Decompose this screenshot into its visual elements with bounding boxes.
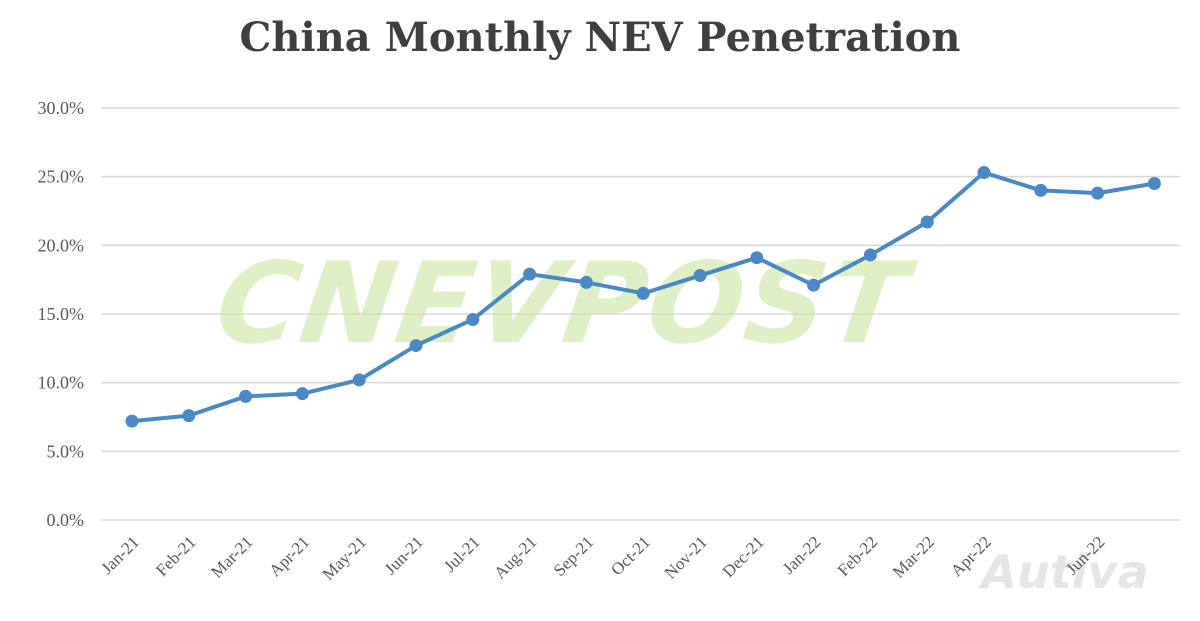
cnevpost-watermark: CNEVPOST xyxy=(208,239,922,369)
data-point xyxy=(295,387,309,401)
x-tick-label: May-21 xyxy=(319,532,370,583)
data-point xyxy=(863,248,877,262)
x-tick-label: Oct-21 xyxy=(607,532,654,579)
x-tick-label: Feb-22 xyxy=(834,532,881,579)
data-point xyxy=(636,286,650,300)
x-tick-label: Jul-21 xyxy=(440,532,483,575)
data-point xyxy=(523,267,537,281)
y-tick-label: 25.0% xyxy=(38,167,85,187)
data-point xyxy=(352,373,366,387)
x-tick-label: Sep-21 xyxy=(550,532,597,579)
x-axis-ticks: Jan-21 Feb-21 Mar-21 Apr-21 May-21 Jun-21 Jul-… xyxy=(97,532,1108,583)
y-tick-label: 5.0% xyxy=(47,441,85,461)
data-point xyxy=(182,409,196,423)
data-point xyxy=(579,275,593,289)
data-point xyxy=(920,215,934,229)
chart-title: China Monthly NEV Penetration xyxy=(239,14,961,61)
x-tick-label: Jan-22 xyxy=(779,532,824,577)
y-axis-ticks: 0.0% 5.0% 10.0% 15.0% 20.0% 25.0% 30.0% xyxy=(38,98,85,530)
data-point xyxy=(1091,186,1105,200)
series-points xyxy=(125,166,1161,428)
x-tick-label: Dec-21 xyxy=(719,532,768,581)
data-point xyxy=(466,312,480,326)
data-point xyxy=(750,251,764,265)
data-point xyxy=(1147,177,1161,191)
y-tick-label: 10.0% xyxy=(38,373,85,393)
x-tick-label: Feb-21 xyxy=(152,532,199,579)
y-tick-label: 15.0% xyxy=(38,304,85,324)
data-point xyxy=(239,389,253,403)
data-point xyxy=(409,339,423,353)
x-tick-label: Aug-21 xyxy=(490,532,540,582)
data-point xyxy=(1034,183,1048,197)
x-tick-label: Mar-22 xyxy=(889,532,938,581)
x-tick-label: Jun-21 xyxy=(381,532,427,578)
data-point xyxy=(977,166,991,180)
data-point xyxy=(807,278,821,292)
data-point xyxy=(693,269,707,283)
x-tick-label: Apr-21 xyxy=(265,532,313,580)
y-tick-label: 20.0% xyxy=(38,235,85,255)
y-tick-label: 0.0% xyxy=(47,510,85,530)
x-tick-label: Jan-21 xyxy=(97,532,142,577)
autiva-watermark: Autiva xyxy=(978,545,1148,599)
data-point xyxy=(125,414,139,428)
x-tick-label: Nov-21 xyxy=(661,532,711,582)
watermark-layer: CNEVPOST Autiva xyxy=(208,239,1148,599)
x-tick-label: Mar-21 xyxy=(207,532,256,581)
y-tick-label: 30.0% xyxy=(38,98,85,118)
